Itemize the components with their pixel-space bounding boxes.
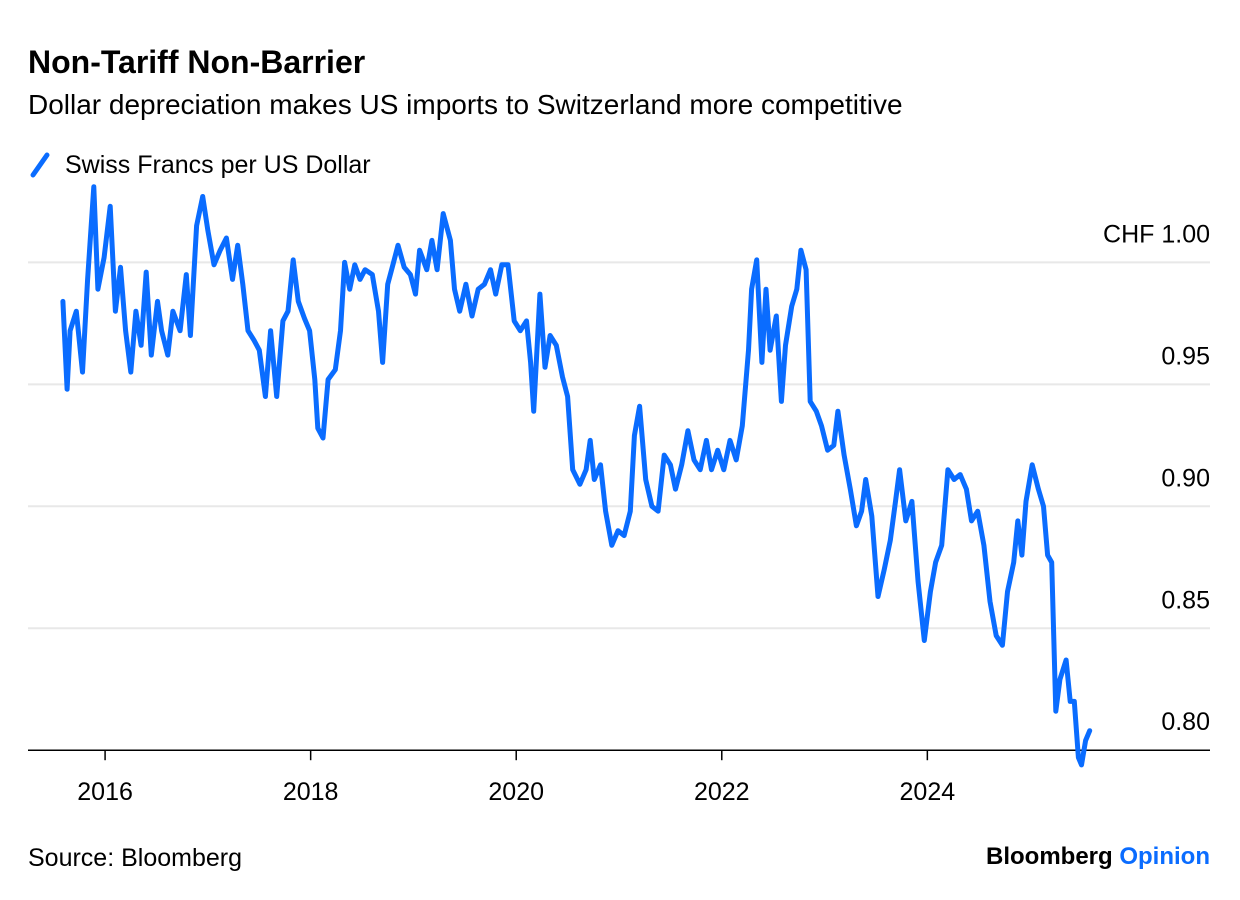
brand-name: Bloomberg (986, 843, 1113, 870)
y-tick-label: 0.90 (1161, 464, 1210, 492)
x-tick-label: 2016 (77, 778, 133, 806)
x-tick-label: 2018 (283, 778, 339, 806)
y-tick-label: 0.85 (1161, 586, 1210, 614)
legend-label: Swiss Francs per US Dollar (65, 151, 371, 179)
brand: Bloomberg Opinion (986, 843, 1210, 870)
chart-subtitle: Dollar depreciation makes US imports to … (28, 89, 903, 120)
source: Source: Bloomberg (28, 844, 242, 872)
chart-title: Non-Tariff Non-Barrier (28, 44, 365, 80)
y-tick-label: CHF 1.00 (1103, 220, 1210, 248)
series-line (60, 184, 1093, 768)
legend-swatch (30, 152, 50, 178)
x-tick-label: 2020 (488, 778, 544, 806)
y-tick-label: 0.95 (1161, 342, 1210, 370)
y-tick-label: 0.80 (1161, 708, 1210, 736)
brand-product: Opinion (1119, 843, 1210, 870)
x-tick-label: 2024 (900, 778, 956, 806)
x-tick-label: 2022 (694, 778, 750, 806)
